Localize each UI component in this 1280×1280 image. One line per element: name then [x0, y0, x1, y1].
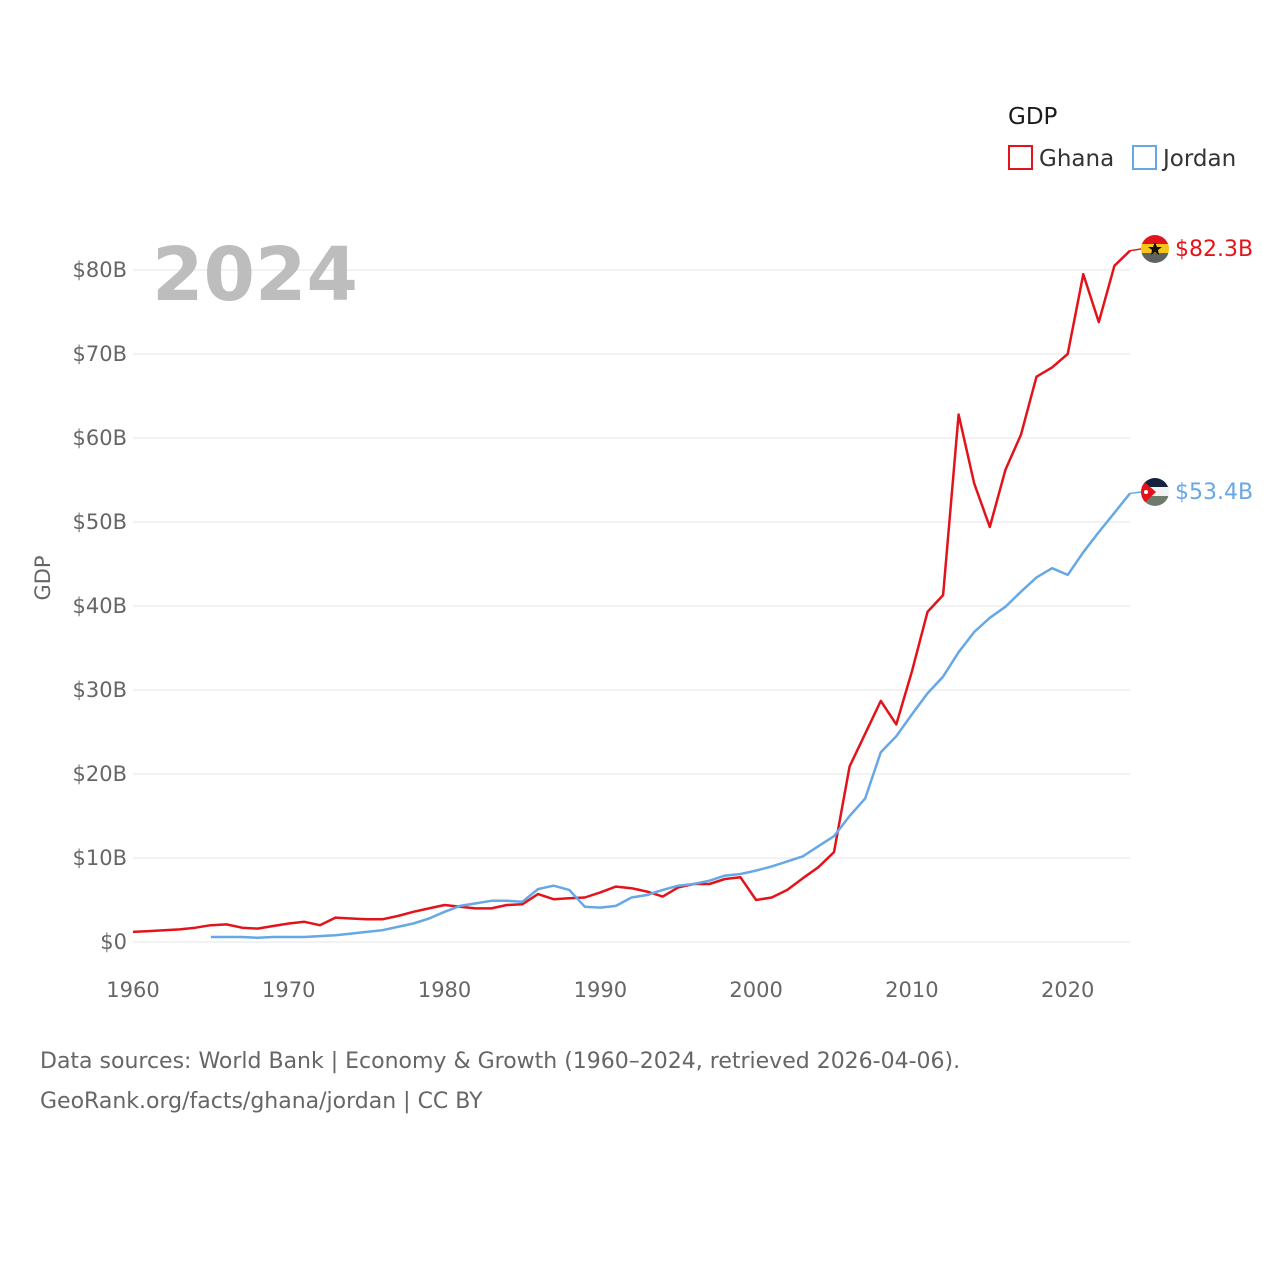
y-axis-label: GDP	[31, 555, 55, 600]
x-tick-label: 2000	[729, 978, 782, 1002]
x-tick-label: 1970	[262, 978, 315, 1002]
legend-label-jordan: Jordan	[1161, 146, 1236, 172]
legend-label-ghana: Ghana	[1039, 146, 1114, 172]
series-lines	[132, 249, 1131, 940]
legend: GDP Ghana Jordan	[1008, 104, 1236, 172]
y-tick-label: $40B	[73, 594, 128, 618]
x-tick-label: 1980	[418, 978, 471, 1002]
legend-item-ghana[interactable]: Ghana	[1008, 145, 1114, 172]
x-tick-label: 1960	[106, 978, 159, 1002]
ghana-end-label: $82.3B	[1175, 237, 1253, 262]
ghana-flag-icon	[1141, 235, 1169, 263]
grid-lines	[133, 269, 1130, 943]
series-line-ghana	[132, 249, 1131, 934]
y-tick-label: $70B	[73, 342, 128, 366]
jordan-end-label: $53.4B	[1175, 480, 1253, 505]
y-tick-label: $50B	[73, 510, 128, 534]
connector-ghana	[1129, 248, 1142, 252]
legend-item-jordan[interactable]: Jordan	[1132, 145, 1236, 172]
connector-jordan	[1129, 491, 1142, 495]
legend-swatch-ghana	[1008, 145, 1033, 170]
series-line-jordan	[210, 492, 1131, 940]
y-tick-label: $20B	[73, 762, 128, 786]
y-tick-label: $30B	[73, 678, 128, 702]
credit-link[interactable]: GeoRank.org/facts/ghana/jordan | CC BY	[40, 1089, 483, 1114]
y-tick-label: $60B	[73, 426, 128, 450]
y-tick-label: $0	[100, 930, 127, 954]
legend-title: GDP	[1008, 104, 1058, 130]
y-tick-label: $80B	[73, 258, 128, 282]
y-tick-label: $10B	[73, 846, 128, 870]
jordan-flag-icon	[1141, 478, 1169, 506]
x-tick-label: 1990	[574, 978, 627, 1002]
y-axis-ticks: $0 $10B $20B $30B $40B $50B $60B $70B $80B	[73, 258, 128, 954]
x-tick-label: 2010	[885, 978, 938, 1002]
x-tick-label: 2020	[1041, 978, 1094, 1002]
source-note: Data sources: World Bank | Economy & Gro…	[40, 1049, 960, 1074]
x-axis-ticks: 1960 1970 1980 1990 2000 2010 2020	[106, 978, 1094, 1002]
legend-swatch-jordan	[1132, 145, 1157, 170]
end-connectors	[1129, 248, 1142, 495]
year-label: 2024	[152, 232, 358, 318]
